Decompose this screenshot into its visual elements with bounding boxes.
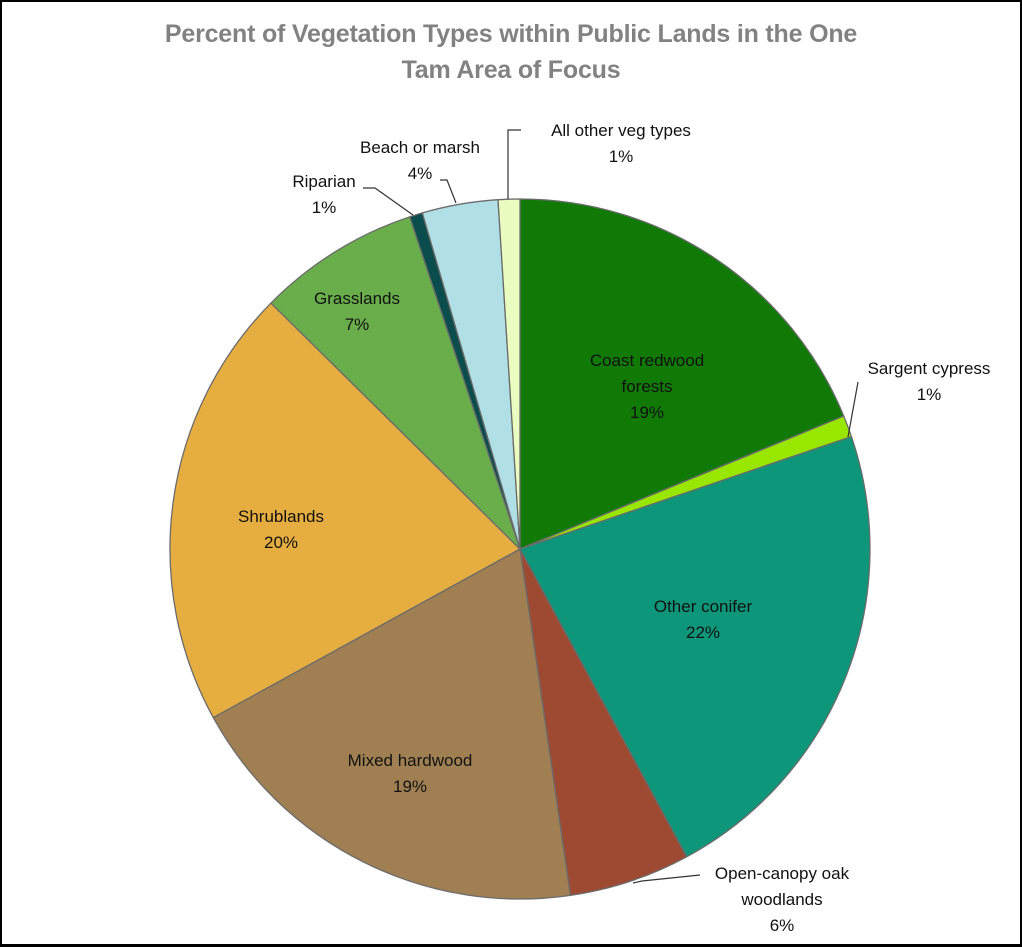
chart-title-line-2: Tam Area of Focus (401, 56, 621, 84)
pie-slice-shrublands (169, 302, 521, 719)
leader-line (363, 187, 414, 216)
leader-line (440, 179, 457, 204)
leader-line (507, 129, 521, 199)
pie-slice-mixed-hardwood (212, 548, 572, 900)
data-label-all-other-veg-types: All other veg types 1% (551, 121, 691, 166)
pie-slice-other-conifer (519, 436, 871, 858)
data-label-beach-or-marsh: Beach or marsh 4% (360, 138, 480, 183)
data-label-other-conifer: Other conifer 22% (654, 597, 753, 642)
data-label-coast-redwood-forests: Coast redwood forests 19% (590, 351, 704, 422)
data-label-grasslands: Grasslands 7% (314, 289, 400, 334)
pie-slice-grasslands (270, 216, 521, 550)
pie-slice-all-other-veg-types (497, 198, 521, 550)
chart-title-line-1: Percent of Vegetation Types within Publi… (164, 20, 858, 48)
leader-line (847, 381, 859, 438)
chart-title: Percent of Vegetation Types within Publi… (0, 16, 1022, 88)
data-label-shrublands: Shrublands 20% (238, 507, 324, 552)
data-label-mixed-hardwood: Mixed hardwood 19% (348, 751, 473, 796)
pie-slice-coast-redwood-forests (519, 198, 845, 550)
data-label-sargent-cypress: Sargent cypress 1% (868, 359, 991, 404)
data-label-riparian: Riparian 1% (292, 172, 355, 217)
leader-line (632, 874, 701, 884)
leader-lines (363, 129, 859, 884)
pie-slices (169, 198, 871, 900)
data-label-open-canopy-oak-woodlands: Open-canopy oak woodlands 6% (715, 864, 850, 935)
data-labels: Coast redwood forests 19% Sargent cypress 1%… (238, 121, 990, 935)
